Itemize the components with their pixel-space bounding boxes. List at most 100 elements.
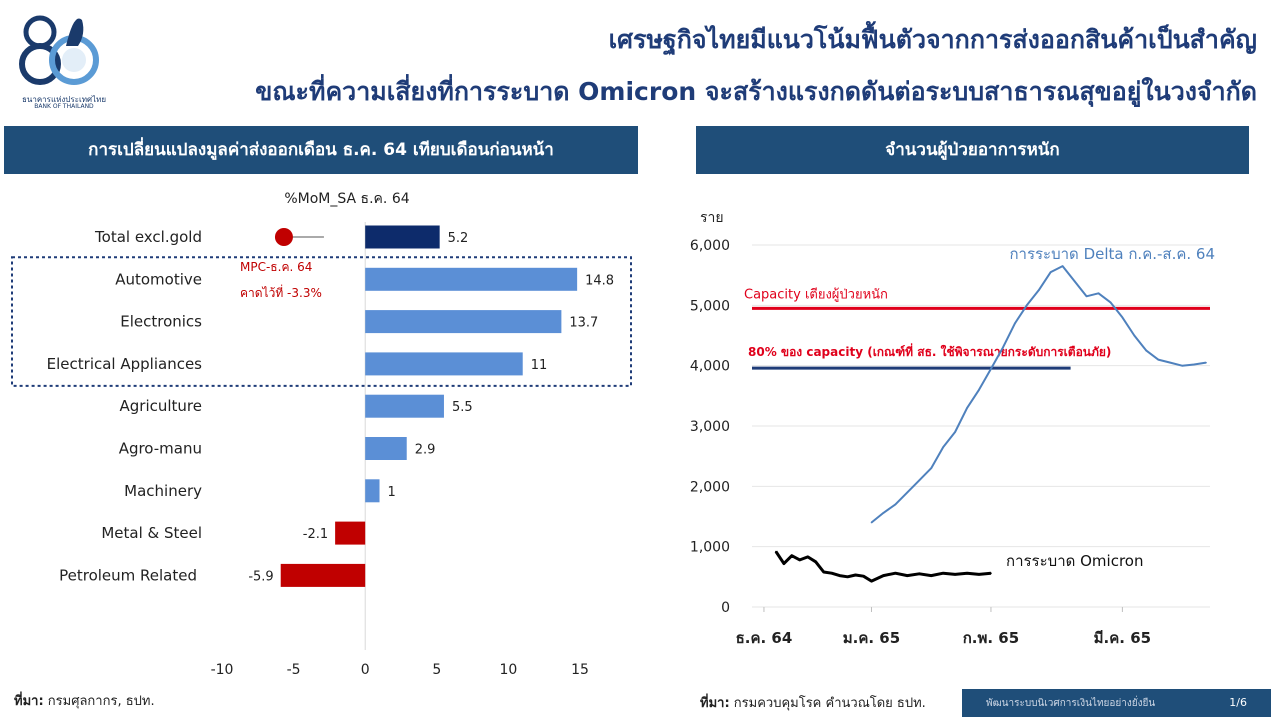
x-tick-label-1: -5 [287,662,301,678]
y-tick-label-4: 4,000 [690,359,730,375]
point-1-12 [870,580,873,582]
point-0-15 [1049,271,1052,273]
left-source-text: กรมศุลกากร, ธปท. [47,694,155,709]
highlight-box [11,256,632,387]
point-1-4 [806,556,809,558]
chart-title: %MoM_SA ธ.ค. 64 [284,191,409,207]
value-label-3: 11 [531,358,548,373]
y-tick-label-2: 2,000 [690,479,730,495]
bar-5 [365,437,407,460]
left-panel-header: การเปลี่ยนแปลงมูลค่าส่งออกเดือน ธ.ค. 64 … [4,126,638,174]
category-label-4: Agriculture [120,397,203,415]
point-0-10 [990,367,992,370]
point-0-26 [1181,364,1183,367]
point-0-22 [1133,334,1136,337]
point-0-21 [1121,316,1124,319]
value-label-6: 1 [388,485,396,500]
category-label-0: Total excl.gold [94,228,202,246]
point-1-17 [930,574,933,577]
bar-8 [280,563,366,587]
point-0-27 [1193,363,1195,366]
bar-7 [335,521,366,545]
point-0-19 [1097,292,1100,295]
right-panel-header: จำนวนผู้ป่วยอาการหนัก [696,126,1249,174]
point-0-20 [1109,301,1112,304]
footer-bar: พัฒนาระบบนิเวศการเงินไทยอย่างยั่งยืน 1/6 [962,689,1271,717]
y-tick-label-6: 6,000 [690,238,730,254]
category-label-6: Machinery [124,482,202,500]
x-tick-label-4: 10 [499,662,517,678]
point-1-21 [978,573,980,576]
right-source-label: ที่มา: [700,696,730,711]
left-source-label: ที่มา: [14,694,44,709]
forecast-marker-dot [274,228,293,246]
page-title-line1: เศรษฐกิจไทยมีแนวโน้มฟื้นตัวจากการส่งออกส… [608,25,1257,54]
point-1-0 [775,550,777,553]
x-tick-label-0: -10 [211,662,234,678]
value-label-5: 2.9 [415,443,436,458]
x-tick-label-3: มี.ค. 65 [1094,629,1151,647]
point-1-2 [791,554,793,557]
point-1-3 [798,559,801,561]
value-label-2: 13.7 [569,316,598,331]
x-tick-label-0: ธ.ค. 64 [736,629,793,647]
y-tick-label-5: 5,000 [690,298,730,314]
category-label-1: Automotive [115,270,202,288]
y-axis-label: ราย [700,210,724,226]
point-0-9 [978,389,980,391]
series-label-1: การระบาด Omicron [1006,552,1143,570]
point-1-15 [906,574,909,577]
logo-caption-en: BANK OF THAILAND [34,103,94,110]
point-1-7 [830,572,833,575]
category-label-8: Petroleum Related [59,566,197,584]
value-label-1: 14.8 [585,273,614,288]
point-0-5 [930,467,933,470]
point-0-11 [1002,346,1004,349]
point-0-8 [966,407,968,409]
point-0-23 [1145,349,1148,352]
point-1-8 [838,574,841,577]
point-0-4 [918,479,921,482]
point-0-14 [1037,289,1040,292]
value-label-0: 5.2 [448,231,469,246]
series-label-0: การระบาด Delta ก.ค.-ส.ค. 64 [1009,245,1215,263]
bar-4 [365,394,444,418]
point-1-13 [882,574,885,577]
point-0-3 [906,491,909,494]
point-0-13 [1026,304,1028,307]
bar-1 [365,267,578,291]
export-change-bar-chart: %MoM_SA ธ.ค. 64 Total excl.gold 5.2 Automot… [11,191,632,678]
point-1-19 [954,573,956,576]
category-label-5: Agro-manu [119,440,202,458]
point-0-1 [882,512,885,514]
bot-logo: ธนาคารแห่งประเทศไทย BANK OF THAILAND [14,6,114,110]
page-title-line2: ขณะที่ความเสี่ยงที่การระบาด Omicron จะสร… [255,77,1257,106]
value-label-7: -2.1 [303,527,328,542]
category-label-2: Electronics [120,313,202,331]
bar-3 [365,352,523,376]
bar-2 [365,310,562,334]
forecast-label-line2: คาดไว้ที่ -3.3% [240,284,322,300]
logo-caption-th: ธนาคารแห่งประเทศไทย [21,95,107,104]
category-label-7: Metal & Steel [101,524,202,542]
x-tick-label-2: ก.พ. 65 [963,629,1019,647]
capacity-80-label: 80% ของ capacity (เกณฑ์ที่ สธ. ใช้พิจารณ… [748,343,1111,359]
left-source: ที่มา: กรมศุลกากร, ธปท. [14,690,155,711]
point-1-11 [862,575,865,578]
value-label-4: 5.5 [452,400,473,415]
point-1-20 [966,572,968,575]
point-0-7 [954,431,956,433]
bot-80-emblem-icon [19,15,99,85]
x-tick-label-2: 0 [361,662,370,678]
point-0-24 [1157,358,1160,361]
point-0-25 [1169,361,1171,364]
point-1-10 [854,574,857,576]
point-0-12 [1014,322,1016,325]
point-1-16 [918,573,921,575]
point-0-0 [870,521,873,524]
x-tick-label-1: ม.ค. 65 [843,629,900,647]
y-tick-label-0: 0 [721,600,730,616]
bar-0 [365,225,440,249]
value-label-8: -5.9 [248,569,273,584]
capacity-label: Capacity เตียงผู้ป่วยหนัก [744,286,888,302]
